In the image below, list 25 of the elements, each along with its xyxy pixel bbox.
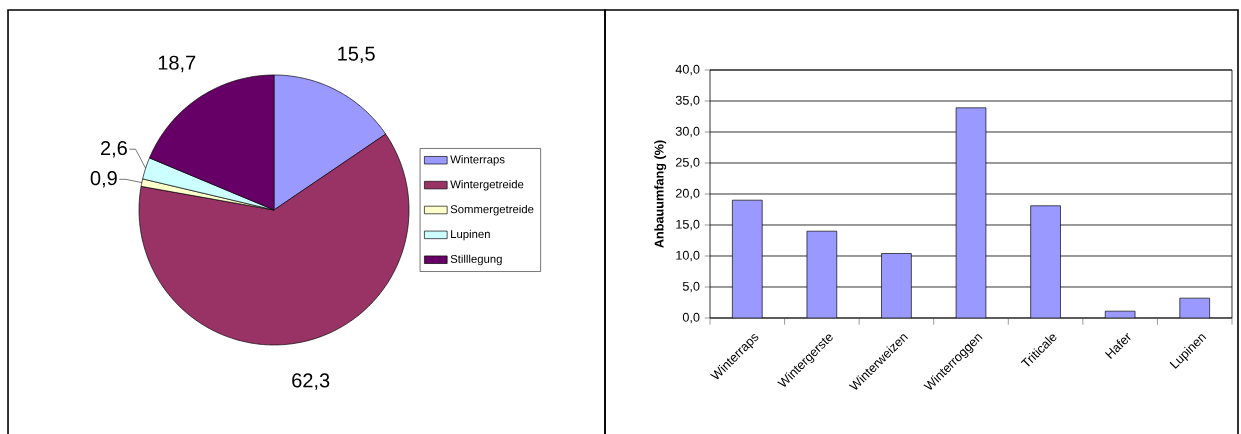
data-label: 15,5 [338, 46, 375, 64]
y-tick-label: 0,0 [682, 312, 700, 324]
legend-label: Sommergetreide [450, 204, 534, 216]
y-tick-label: 40,0 [675, 64, 700, 76]
bar [732, 199, 763, 318]
data-label: 18,7 [158, 55, 196, 73]
y-tick-label: 20,0 [675, 188, 700, 200]
y-tick-label: 25,0 [675, 157, 700, 169]
legend-label: Wintergetreide [450, 180, 524, 191]
legend-label: Winterraps [450, 155, 505, 166]
y-tick-label: 5,0 [682, 281, 700, 293]
data-label: 2,6 [100, 140, 127, 158]
bar [1030, 205, 1061, 318]
y-axis-title: Anbauumfang (%) [654, 140, 667, 248]
legend-label: Stilllegung [450, 254, 502, 266]
y-tick-label: 30,0 [675, 126, 700, 138]
bar [955, 107, 987, 318]
y-tick-label: 35,0 [675, 95, 700, 107]
legend-label: Lupinen [451, 229, 490, 241]
bar [881, 253, 912, 318]
y-tick-label: 10,0 [676, 250, 700, 262]
data-label: 62,3 [292, 373, 330, 390]
data-label: 0,9 [90, 171, 117, 188]
y-tick-label: 15,0 [676, 219, 700, 231]
bar [806, 230, 838, 318]
